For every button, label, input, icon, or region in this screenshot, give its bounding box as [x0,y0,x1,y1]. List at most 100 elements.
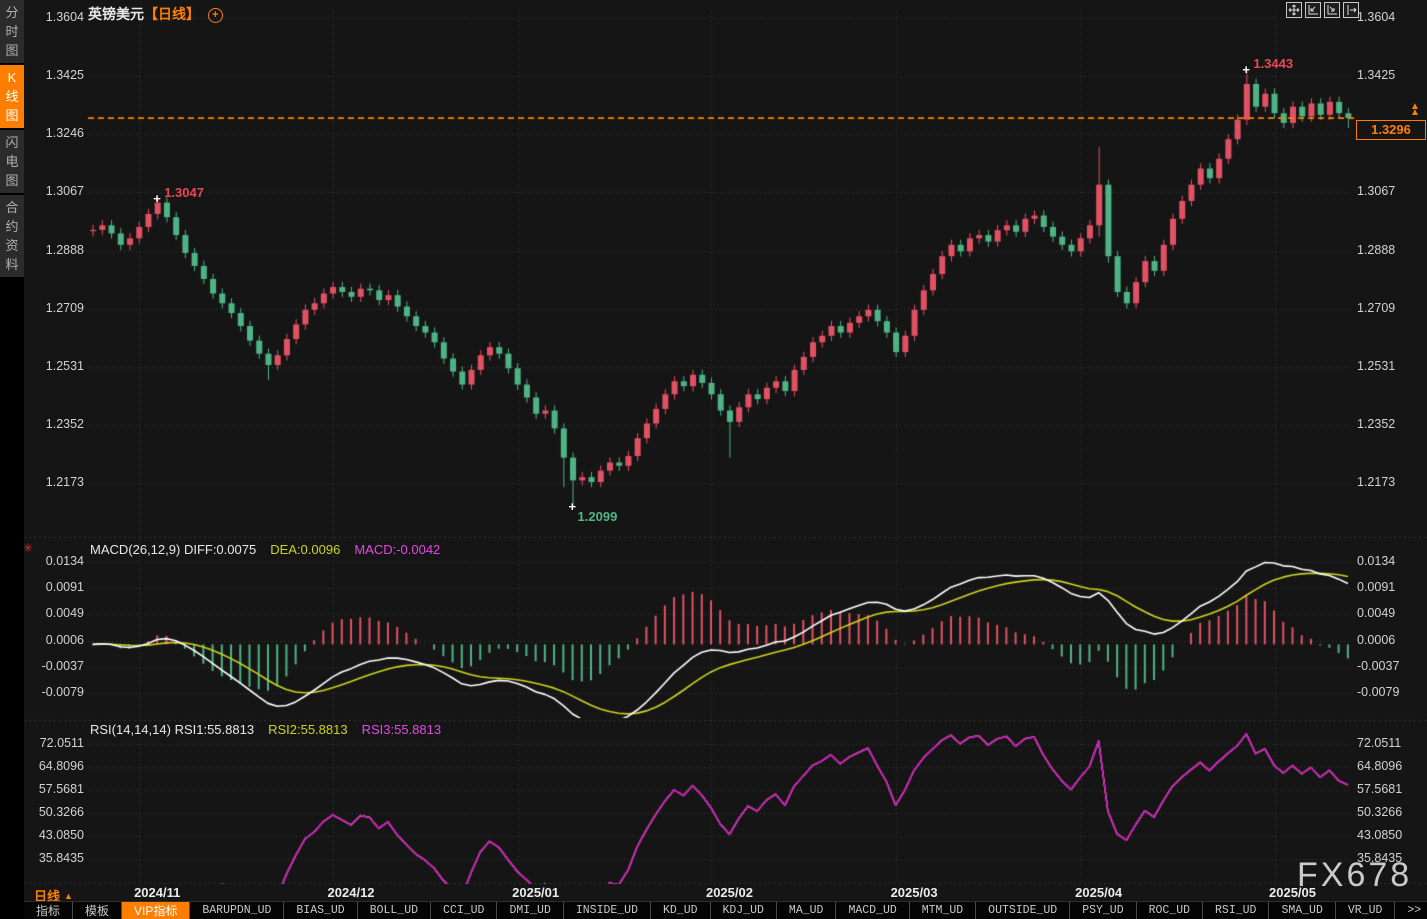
axis-tick-label: 0.0006 [1357,632,1396,647]
rsi1-value: RSI1:55.8813 [174,722,255,737]
rsi3-value: RSI3:55.8813 [361,722,442,737]
bottom-tab-boll_ud[interactable]: BOLL_UD [358,902,432,919]
bottom-tab-barupdn_ud[interactable]: BARUPDN_UD [190,902,285,919]
bottom-tab-dmi_ud[interactable]: DMI_UD [497,902,564,919]
axis-tick-label: 1.2531 [45,358,84,373]
axis-tick-label: 1.2888 [1357,242,1396,257]
fit-right-icon[interactable] [1324,2,1340,18]
chart-toolbar [1286,2,1359,18]
bottom-tab--[interactable]: 指标 [24,902,74,919]
symbol-title: 英镑美元 [88,6,144,22]
dropdown-arrow-icon: ▲ [64,891,73,901]
axis-tick-label: 1.3604 [45,10,84,24]
bottom-tab-rsi_ud[interactable]: RSI_UD [1203,902,1270,919]
time-axis-label: 2024/12 [327,885,375,900]
axis-tick-label: 0.0091 [45,580,84,595]
macd-label-row: MACD(26,12,9) DIFF:0.0075 DEA:0.0096 MACD:… [90,542,440,557]
period-title: 【日线】 [144,6,200,22]
axis-tick-label: -0.0037 [41,659,84,674]
watermark: FX678 [1297,856,1413,894]
fit-left-icon[interactable] [1305,2,1321,18]
time-axis-label: 2025/04 [1075,885,1123,900]
axis-tick-label: -0.0079 [1357,685,1400,699]
add-circle-plus-icon[interactable]: + [207,7,223,23]
swing-high-label-1: 1.3047 [164,184,204,200]
time-axis-label: 2025/02 [705,885,753,900]
macd-dea-value: DEA:0.0096 [270,542,341,557]
bottom-tab-sma_ud[interactable]: SMA_UD [1269,902,1336,919]
axis-tick-label: 1.2173 [1357,475,1396,489]
axis-tick-label: 1.2352 [45,416,84,431]
bottom-tab-vip-[interactable]: VIP指标 [122,902,191,919]
bottom-tab-outside_ud[interactable]: OUTSIDE_UD [976,902,1071,919]
last-price-tag: 1.3296 [1356,120,1426,141]
chart-header: 英镑美元【日线】 + [88,4,223,24]
bottom-tab-kd_ud[interactable]: KD_UD [651,902,711,919]
swing-low-label: 1.2099 [577,509,618,525]
swing-high-label-2: 1.3443 [1253,56,1294,72]
axis-tick-label: 1.2173 [45,475,84,489]
axis-tick-label: 64.8096 [38,758,84,773]
axis-tick-label: -0.0079 [41,685,84,699]
swing-low-marker: + [568,499,577,515]
bottom-tab-kdj_ud[interactable]: KDJ_UD [711,902,777,919]
axis-tick-label: 64.8096 [1357,758,1403,773]
axis-tick-label: 1.3604 [1357,10,1396,24]
bottom-tab-macd_ud[interactable]: MACD_UD [836,902,910,919]
axis-tick-label: 1.2531 [1357,358,1396,373]
macd-diff-value: DIFF:0.0075 [183,542,257,557]
axis-tick-label: 1.3246 [45,126,84,141]
rsi2-value: RSI2:55.8813 [268,722,348,737]
right-price-axis: 1.36041.34251.32461.30671.28881.27091.25… [1357,0,1427,919]
bottom-tab-roc_ud[interactable]: ROC_UD [1137,902,1204,919]
move-tool-icon[interactable] [1286,2,1302,18]
sidebar-item-time-chart[interactable]: 分时图 [0,0,24,63]
macd-name-label: MACD(26,12,9) [90,542,181,557]
left-price-axis: 1.3604 1.3425 1.3246 1.3067 1.2888 1.2709 1.25… [26,0,84,919]
axis-tick-label: 57.5681 [1357,781,1403,796]
sidebar-item-lightning-chart[interactable]: 闪电图 [0,130,24,193]
axis-tick-label: 1.2709 [1357,300,1396,315]
axis-tick-label: 1.2709 [45,300,84,315]
sidebar-item-contract-info[interactable]: 合约资料 [0,195,24,277]
bottom-tab-mtm_ud[interactable]: MTM_UD [910,902,977,919]
axis-tick-label: 72.0511 [1357,736,1402,750]
axis-tick-label: 0.0134 [45,554,84,568]
axis-tick-label: -0.0037 [1357,659,1400,674]
rsi-name-label: RSI(14,14,14) [90,722,171,737]
axis-tick-label: 50.3266 [38,804,84,819]
axis-tick-label: 35.8435 [1357,851,1403,865]
axis-tick-label: 43.0850 [38,828,84,842]
axis-tick-label: 1.3425 [45,68,84,83]
timeframe-selector[interactable]: 日线 ▲ [34,889,73,904]
time-axis-label: 2024/11 [134,885,181,900]
axis-tick-label: 35.8435 [38,851,84,865]
bottom-tab-vr_ud[interactable]: VR_UD [1336,902,1396,919]
axis-tick-label: 1.3425 [1357,68,1396,83]
price-up-arrow-icon: ▲ ▲ [1410,101,1420,119]
axis-tick-label: 1.2352 [1357,416,1396,431]
swing-high-marker-2: + [1242,62,1250,78]
indicator-alert-icon[interactable]: ✳ [23,541,34,555]
axis-tick-label: 1.3067 [45,184,84,199]
time-axis-label: 2025/05 [1269,885,1316,900]
axis-tick-label: 50.3266 [1357,804,1403,819]
axis-tick-label: 0.0134 [1357,554,1396,568]
bottom-tab-inside_ud[interactable]: INSIDE_UD [564,902,651,919]
shift-right-icon[interactable] [1343,2,1359,18]
axis-tick-label: 0.0049 [1357,606,1396,621]
bottom-tab-psy_ud[interactable]: PSY_UD [1070,902,1137,919]
time-axis-label: 2025/03 [890,885,938,900]
bottom-tab-bias_ud[interactable]: BIAS_UD [284,902,358,919]
bottom-tab-cci_ud[interactable]: CCI_UD [431,902,498,919]
rsi-label-row: RSI(14,14,14) RSI1:55.8813 RSI2:55.8813 RS… [90,722,441,737]
axis-tick-label: 0.0091 [1357,580,1396,595]
bottom-tab-ma_ud[interactable]: MA_UD [777,902,837,919]
swing-high-marker-1: + [153,190,161,206]
bottom-tab--[interactable]: >> [1395,902,1427,919]
bottom-tab--[interactable]: 模板 [73,902,123,919]
